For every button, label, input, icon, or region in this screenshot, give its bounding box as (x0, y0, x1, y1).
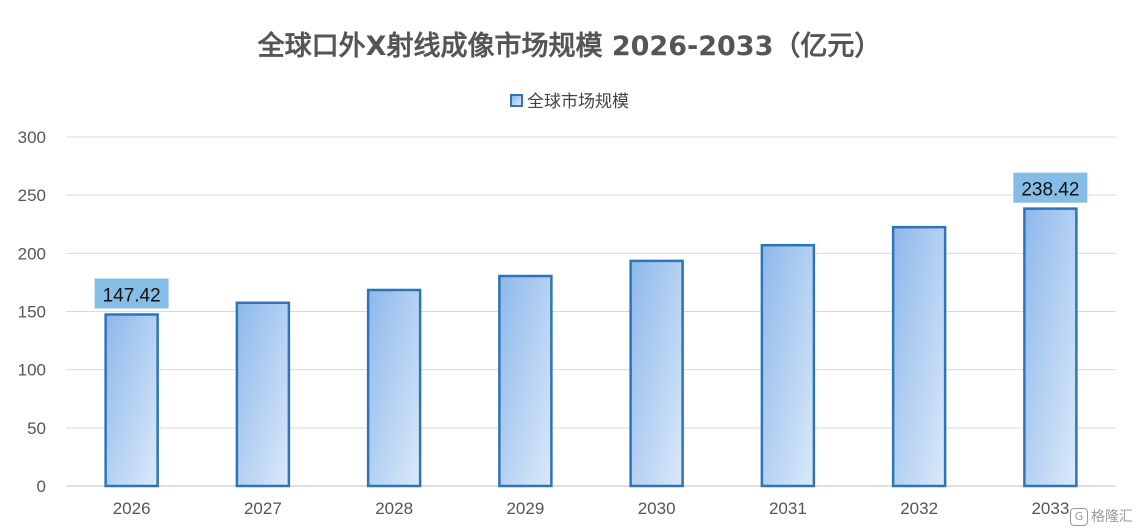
y-tick-label: 300 (18, 128, 46, 147)
bars (104, 207, 1078, 488)
legend: 全球市场规模 (0, 87, 1139, 112)
y-axis: 0 50 100 150 200 250 300 (18, 128, 46, 496)
chart-title: 全球口外X射线成像市场规模 2026-2033（亿元） (257, 31, 882, 62)
data-label: 147.42 (94, 278, 169, 309)
y-tick-label: 100 (18, 361, 46, 380)
x-tick-label: 2028 (375, 499, 413, 518)
watermark-text: 格隆汇 (1091, 509, 1133, 525)
y-tick-label: 0 (37, 477, 46, 496)
watermark: G 格隆汇 (1070, 506, 1133, 526)
bar (891, 225, 947, 488)
bar (104, 313, 159, 488)
x-tick-label: 2029 (506, 499, 544, 518)
data-label-text: 147.42 (103, 286, 161, 307)
data-label-background (1013, 172, 1088, 203)
data-label-background (94, 278, 169, 309)
x-tick-label: 2032 (900, 499, 938, 518)
x-tick-label: 2031 (769, 499, 807, 518)
y-tick-label: 250 (18, 186, 46, 205)
data-label: 238.42 (1013, 172, 1088, 203)
x-tick-label: 2030 (638, 499, 676, 518)
legend-label: 全球市场规模 (527, 92, 629, 112)
bar (366, 288, 422, 488)
bar (1023, 207, 1078, 488)
x-tick-label: 2027 (244, 499, 282, 518)
grid-lines (66, 136, 1116, 487)
bar (498, 274, 553, 488)
bar (760, 243, 816, 488)
bar (235, 301, 291, 488)
gelonghui-logo-icon: G (1070, 508, 1088, 526)
data-label-text: 238.42 (1021, 180, 1079, 201)
x-tick-label: 2026 (113, 499, 151, 518)
y-tick-label: 50 (27, 419, 46, 438)
data-labels: 147.42 238.42 (94, 172, 1088, 309)
y-tick-label: 150 (18, 303, 46, 322)
bar (629, 259, 684, 488)
y-tick-label: 200 (18, 244, 46, 263)
x-axis: 2026 2027 2028 2029 2030 2031 2032 2033 (113, 499, 1070, 518)
legend-swatch (510, 93, 523, 107)
x-tick-label: 2033 (1031, 499, 1069, 518)
